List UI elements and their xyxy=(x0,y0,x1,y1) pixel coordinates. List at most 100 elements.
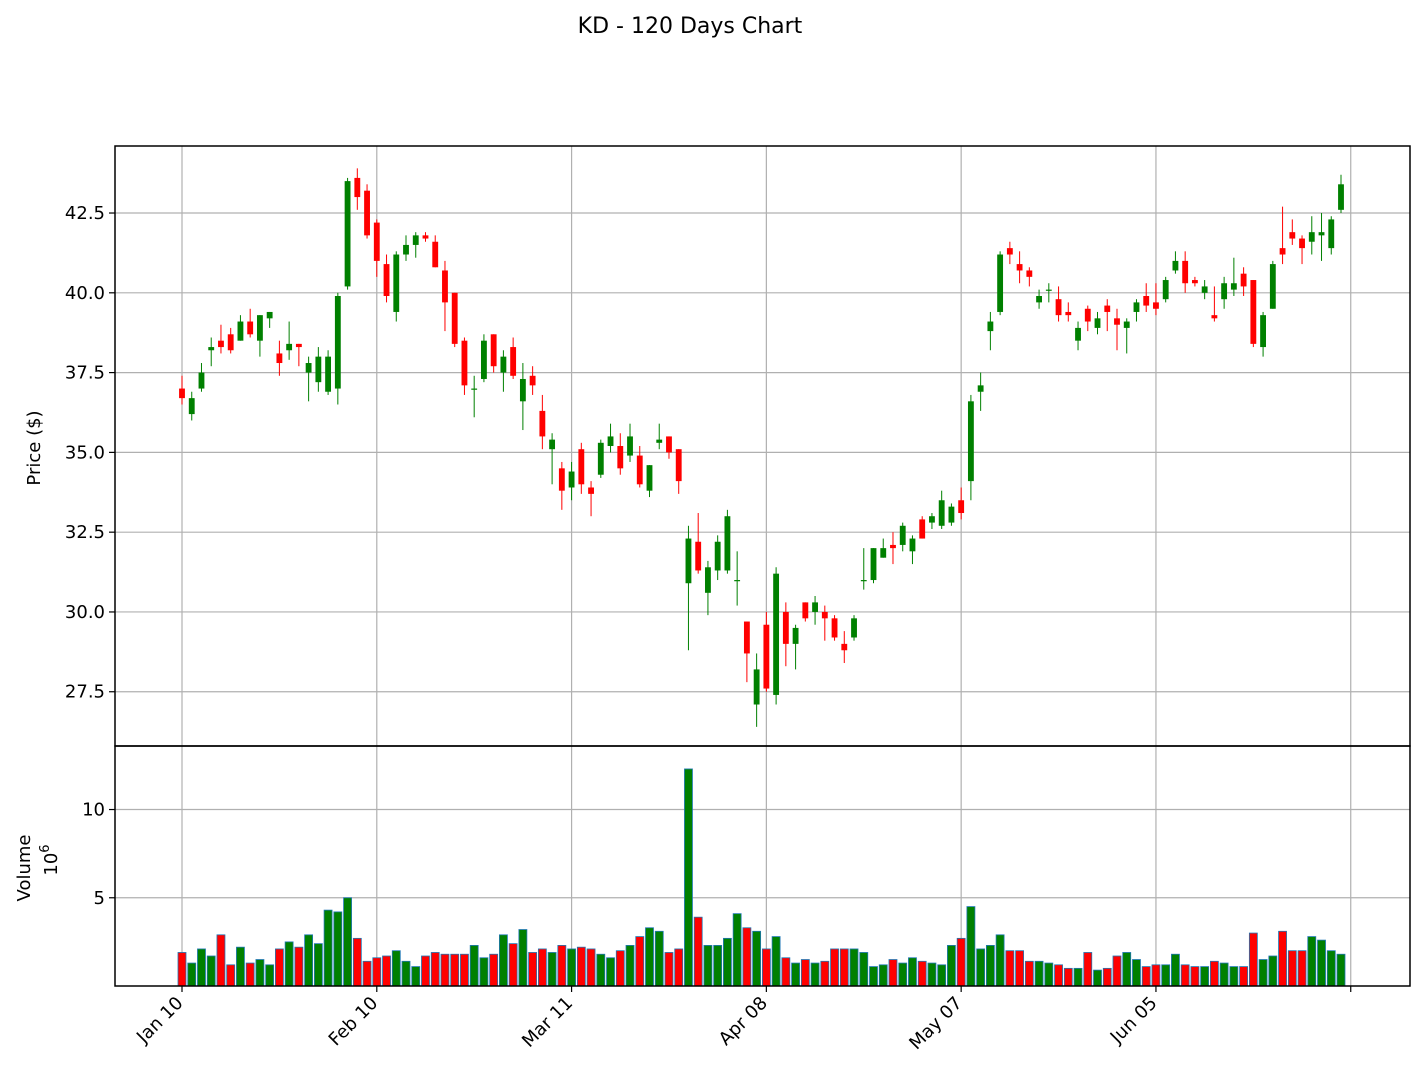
candle-body xyxy=(1260,315,1267,348)
candle-body xyxy=(383,264,390,296)
price-axis: 27.5 30.0 32.5 35.0 37.5 40.0 42.5 xyxy=(65,203,115,703)
candle xyxy=(773,567,780,705)
candle xyxy=(841,631,848,664)
candle xyxy=(588,481,594,517)
volume-bar xyxy=(966,906,976,987)
candle xyxy=(802,602,809,622)
candle xyxy=(354,168,361,210)
candle-body xyxy=(500,356,507,373)
volume-bar xyxy=(323,909,333,987)
candle-body xyxy=(188,398,195,415)
candle xyxy=(383,254,390,303)
volume-bar xyxy=(479,957,489,987)
candle-body xyxy=(208,347,215,351)
candle xyxy=(1250,280,1257,348)
date-tick-label: Mar 11 xyxy=(518,993,577,1052)
volume-bar xyxy=(499,934,508,987)
volume-bar xyxy=(528,952,538,987)
candle-body xyxy=(1036,296,1042,303)
volume-bar xyxy=(1044,962,1054,987)
volume-bar xyxy=(1093,969,1102,987)
volume-bar xyxy=(508,943,518,987)
volume-bar xyxy=(606,957,615,987)
candle xyxy=(334,292,341,405)
candle-body xyxy=(481,340,487,379)
candle-body xyxy=(1230,283,1237,290)
volume-bar xyxy=(489,953,499,987)
volume-bar xyxy=(284,941,294,987)
candle-body xyxy=(1006,248,1013,255)
candle xyxy=(1211,286,1218,322)
candle-body xyxy=(607,436,614,446)
candle-body xyxy=(1094,318,1101,328)
candle xyxy=(500,350,507,392)
candle xyxy=(1269,260,1276,309)
candle-body xyxy=(821,611,828,619)
volume-bar xyxy=(265,964,275,987)
price-tick-label: 27.5 xyxy=(65,682,105,703)
volume-bar xyxy=(752,930,762,987)
volume-bar xyxy=(1005,950,1015,987)
candle-body xyxy=(890,544,896,549)
candle-body xyxy=(1104,305,1111,312)
candle-body xyxy=(802,602,809,619)
volume-bar xyxy=(245,962,255,987)
volume-bar xyxy=(1219,962,1229,987)
date-tick-label: Apr 08 xyxy=(715,993,772,1050)
volume-axis: 5 10 xyxy=(82,800,115,909)
volume-bar xyxy=(1180,964,1190,987)
candle-body xyxy=(558,468,565,491)
candle xyxy=(218,324,224,354)
price-grid xyxy=(115,146,1410,746)
candle xyxy=(987,311,994,351)
candle-body xyxy=(1084,308,1091,322)
candle xyxy=(1191,276,1198,287)
candle-body xyxy=(1065,311,1072,316)
candle-body xyxy=(782,611,789,644)
candle-body xyxy=(1143,296,1150,306)
volume-bar xyxy=(304,934,314,987)
candle-body xyxy=(442,270,448,303)
candle xyxy=(890,532,896,565)
candle-body xyxy=(938,500,945,526)
volume-bar xyxy=(1122,952,1132,987)
candle-body xyxy=(724,516,731,571)
candle-body xyxy=(627,436,633,456)
volume-bar xyxy=(1112,955,1122,987)
candle-body xyxy=(266,311,273,319)
volume-bar xyxy=(781,957,791,987)
candle-body xyxy=(1016,264,1023,271)
candle xyxy=(948,503,955,526)
volume-bar xyxy=(255,959,265,987)
candle-body xyxy=(295,343,302,348)
volume-bar xyxy=(839,948,849,987)
price-tick-label: 30.0 xyxy=(65,602,105,623)
volume-bar xyxy=(440,953,450,987)
candle xyxy=(256,315,263,357)
candle xyxy=(227,327,234,354)
candle-body xyxy=(1328,219,1335,249)
candle xyxy=(1221,276,1228,309)
volume-bar xyxy=(1151,964,1161,987)
date-tick-label: Feb 10 xyxy=(325,993,383,1051)
candle xyxy=(870,548,877,584)
candle xyxy=(1133,299,1140,322)
candle xyxy=(519,363,526,431)
candle-body xyxy=(325,356,332,392)
volume-bar xyxy=(362,960,372,987)
volume-bar xyxy=(382,955,391,987)
candle-body xyxy=(1191,280,1198,284)
candle-body xyxy=(860,580,867,582)
candle-body xyxy=(812,602,818,612)
candle-body xyxy=(792,627,799,644)
volume-bar xyxy=(1268,955,1278,987)
price-tick-label: 42.5 xyxy=(65,203,105,224)
volume-bar xyxy=(1083,952,1093,987)
candle xyxy=(1153,283,1159,316)
candle xyxy=(636,446,643,488)
volume-bar xyxy=(810,962,820,987)
volume-bar xyxy=(226,964,236,987)
candle xyxy=(1240,267,1247,296)
candle-body xyxy=(1279,248,1286,255)
volume-bar xyxy=(830,948,839,987)
